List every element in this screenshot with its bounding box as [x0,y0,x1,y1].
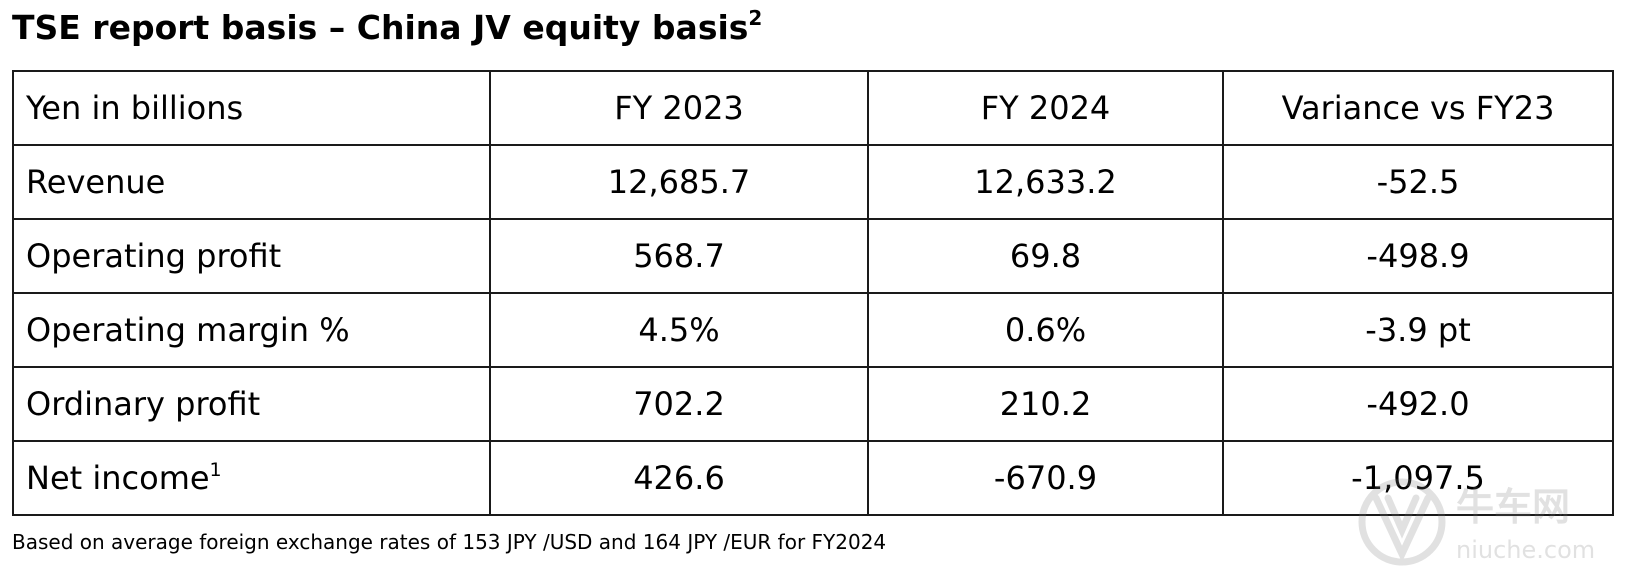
row-label-cell: Operating margin % [12,292,491,368]
title-footnote-marker: 2 [748,6,763,30]
page-title-text: TSE report basis – China JV equity basis [12,8,749,47]
table-row: Operating profit 568.7 69.8 -498.9 [12,218,1614,294]
cell-variance: -52.5 [1222,144,1614,220]
row-label: Operating margin % [26,311,350,349]
cell-fy2024: 12,633.2 [867,144,1224,220]
cell-variance: -1,097.5 [1222,440,1614,516]
cell-fy2024: -670.9 [867,440,1224,516]
page-title: TSE report basis – China JV equity basis… [12,4,762,52]
table-row: Net income1 426.6 -670.9 -1,097.5 [12,440,1614,516]
cell-fy2023: 702.2 [489,366,869,442]
table-row: Operating margin % 4.5% 0.6% -3.9 pt [12,292,1614,368]
row-label: Ordinary profit [26,385,261,423]
row-label-cell: Ordinary profit [12,366,491,442]
row-label: Revenue [26,163,166,201]
cell-variance: -492.0 [1222,366,1614,442]
cell-fy2023: 4.5% [489,292,869,368]
header-cell-fy2024: FY 2024 [867,70,1224,146]
cell-fy2024: 69.8 [867,218,1224,294]
header-cell-variance: Variance vs FY23 [1222,70,1614,146]
cell-variance: -3.9 pt [1222,292,1614,368]
row-label-cell: Revenue [12,144,491,220]
row-label-cell: Operating profit [12,218,491,294]
watermark-site: niuche.com [1456,536,1595,564]
header-cell-fy2023: FY 2023 [489,70,869,146]
cell-fy2023: 568.7 [489,218,869,294]
row-label-cell: Net income1 [12,440,491,516]
cell-fy2024: 0.6% [867,292,1224,368]
exchange-rate-footnote: Based on average foreign exchange rates … [12,530,887,554]
header-cell-label: Yen in billions [12,70,491,146]
row-label-footnote: 1 [209,459,222,481]
cell-fy2023: 426.6 [489,440,869,516]
financial-table: Yen in billions FY 2023 FY 2024 Variance… [12,70,1614,516]
row-label: Operating profit [26,237,282,275]
cell-variance: -498.9 [1222,218,1614,294]
table-row: Ordinary profit 702.2 210.2 -492.0 [12,366,1614,442]
cell-fy2024: 210.2 [867,366,1224,442]
row-label: Net income [26,459,210,497]
table-row: Revenue 12,685.7 12,633.2 -52.5 [12,144,1614,220]
cell-fy2023: 12,685.7 [489,144,869,220]
table-header-row: Yen in billions FY 2023 FY 2024 Variance… [12,70,1614,146]
